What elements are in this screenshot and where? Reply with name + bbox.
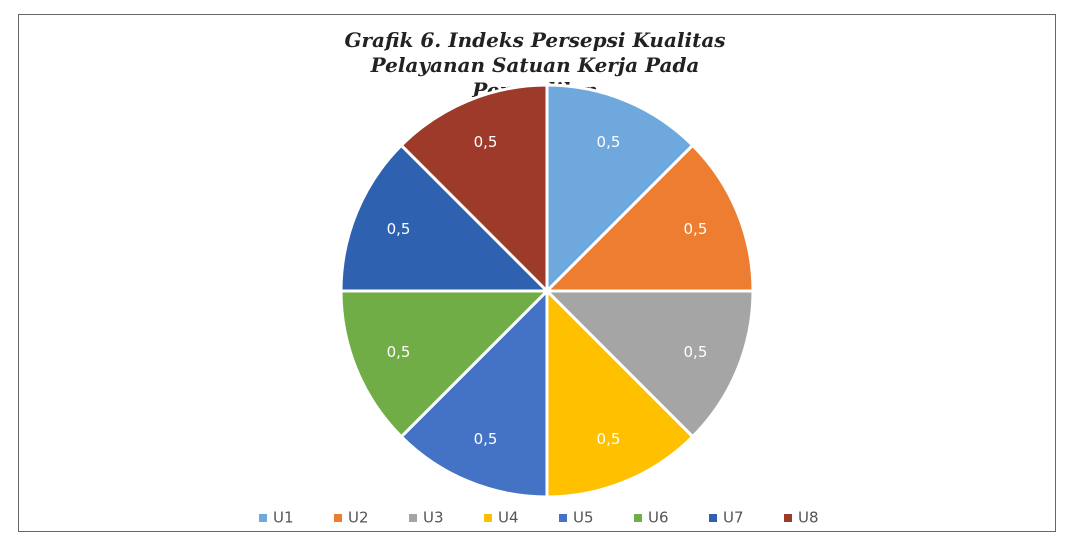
- legend-label: U1: [273, 509, 294, 527]
- legend-swatch: [409, 514, 417, 522]
- pie-slice: [399, 83, 549, 295]
- pie-slice: [545, 287, 695, 499]
- legend-swatch: [334, 514, 342, 522]
- legend-swatch: [634, 514, 642, 522]
- legend-label: U2: [348, 509, 369, 527]
- data-label: 0,5: [684, 220, 708, 238]
- data-label: 0,5: [387, 343, 411, 361]
- pie-slice: [399, 287, 549, 499]
- data-label: 0,5: [474, 430, 498, 448]
- legend-label: U5: [573, 509, 594, 527]
- chart-frame: [18, 14, 1056, 532]
- pie-slice: [545, 83, 695, 295]
- legend-swatch: [784, 514, 792, 522]
- legend-label: U6: [648, 509, 669, 527]
- legend-label: U7: [723, 509, 744, 527]
- data-label: 0,5: [684, 343, 708, 361]
- data-label: 0,5: [387, 220, 411, 238]
- data-label: 0,5: [597, 430, 621, 448]
- legend-swatch: [259, 514, 267, 522]
- pie-slice: [543, 289, 755, 439]
- pie-slice: [543, 143, 755, 293]
- legend-label: U3: [423, 509, 444, 527]
- data-label: 0,5: [474, 133, 498, 151]
- legend-swatch: [709, 514, 717, 522]
- pie-slice: [339, 289, 551, 439]
- legend-swatch: [484, 514, 492, 522]
- legend-swatch: [559, 514, 567, 522]
- data-label: 0,5: [597, 133, 621, 151]
- pie-slice: [339, 143, 551, 293]
- legend-label: U8: [798, 509, 819, 527]
- legend-label: U4: [498, 509, 519, 527]
